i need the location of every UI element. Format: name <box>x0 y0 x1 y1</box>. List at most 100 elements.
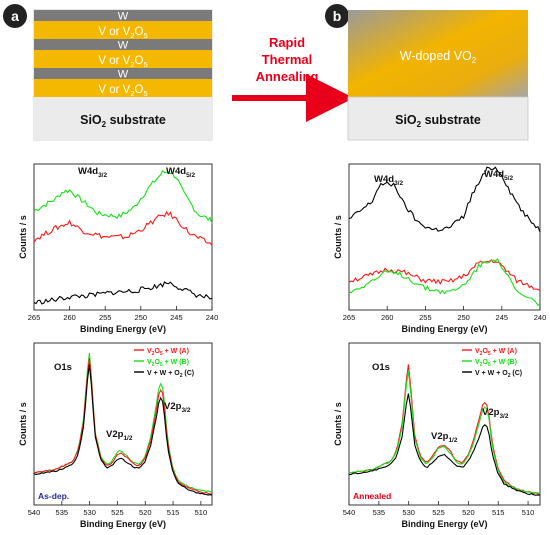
x-tick-label: 535 <box>373 508 386 517</box>
plot-frame <box>348 163 541 311</box>
xps-chart-a-top: 265 260 255 250 245 240 Binding Energy (eV) Cou… <box>18 163 219 334</box>
substrate <box>347 96 529 141</box>
x-tick-label: 520 <box>462 508 475 517</box>
metal-layer <box>34 79 212 97</box>
x-tick-label: 240 <box>206 313 219 322</box>
x-tick-label: 510 <box>195 508 208 517</box>
series-line-1 <box>34 357 213 495</box>
x-tick-label: 530 <box>83 508 96 517</box>
x-tick-label: 535 <box>56 508 69 517</box>
x-axis-label: Binding Energy (eV) <box>401 519 487 529</box>
legend-entry: V2O5 + W (A) <box>475 348 517 357</box>
x-tick-label: 265 <box>28 313 41 322</box>
svg-text:b: b <box>333 8 342 24</box>
x-tick-label: 245 <box>170 313 183 322</box>
x-tick-label: 245 <box>496 313 509 322</box>
series-line-2 <box>33 364 213 496</box>
layer-stack-diagram: W V or V2O5 W V or V2O5 W V or V2O5 SiO2… <box>33 9 213 141</box>
xps-chart-a-bottom: 540 535 530 525 520 515 510 Binding Energy (eV)… <box>18 342 213 529</box>
panel-b-badge: b <box>325 4 349 28</box>
peak-label: W4d5/2 <box>484 169 513 182</box>
x-tick-label: 260 <box>63 313 76 322</box>
condition-label: Annealed <box>353 491 391 501</box>
peak-label: V2p3/2 <box>164 401 191 414</box>
y-axis-label: Counts / s <box>18 402 28 446</box>
legend-entry: V2O5 + W (B) <box>147 359 189 368</box>
legend-entry: V2O5 + W (B) <box>475 359 517 368</box>
peak-label: V2p1/2 <box>431 431 458 444</box>
series-line-1 <box>33 210 213 246</box>
plot-frame <box>33 163 213 311</box>
annealed-stack-diagram: W-doped VO2 SiO2 substrate <box>347 10 529 141</box>
x-axis-label: Binding Energy (eV) <box>80 324 166 334</box>
process-label-line1: Rapid <box>269 35 305 50</box>
metal-layer-label: V or V2O5 <box>98 55 147 69</box>
peak-label: V2p3/2 <box>482 407 509 420</box>
x-tick-label: 520 <box>139 508 152 517</box>
series-line-0 <box>33 170 213 224</box>
x-axis-label: Binding Energy (eV) <box>80 519 166 529</box>
xps-chart-b-bottom: 540 535 530 525 520 515 510 Binding Energy (eV)… <box>333 342 541 529</box>
series-line-0 <box>348 166 541 233</box>
x-tick-label: 250 <box>457 313 470 322</box>
w-layer <box>34 10 212 21</box>
doped-film-label: W-doped VO2 <box>400 49 477 65</box>
xps-charts: 265 260 255 250 245 240 Binding Energy (eV) Cou… <box>18 163 547 529</box>
series-line-1 <box>348 259 541 292</box>
plot-frame <box>33 342 213 506</box>
substrate <box>34 97 212 140</box>
x-tick-label: 255 <box>99 313 112 322</box>
condition-label: As-dep. <box>38 491 69 501</box>
peak-label: W4d3/2 <box>78 166 107 179</box>
process-label-line2: Thermal <box>262 52 313 67</box>
x-tick-label: 540 <box>343 508 356 517</box>
process-label-line3: Annealing <box>256 69 319 84</box>
legend-entry: V + W + O2 (C) <box>147 370 194 379</box>
metal-layer-label: V or V2O5 <box>98 26 147 40</box>
xps-chart-b-top: 265 260 255 250 245 240 Binding Energy (eV) Cou… <box>333 163 547 334</box>
metal-layer <box>34 50 212 68</box>
plot-frame <box>348 342 541 506</box>
series-line-2 <box>348 393 541 496</box>
x-tick-label: 260 <box>381 313 394 322</box>
peak-label: W4d3/2 <box>374 174 403 187</box>
w-layer <box>34 39 212 50</box>
metal-layer <box>34 21 212 39</box>
x-tick-label: 515 <box>167 508 180 517</box>
substrate-label: SiO2 substrate <box>80 113 166 129</box>
y-axis-label: Counts / s <box>333 215 343 259</box>
substrate-label: SiO2 substrate <box>395 113 481 129</box>
peak-label: W4d5/2 <box>166 166 195 179</box>
legend-entry: V2O5 + W (A) <box>147 348 189 357</box>
metal-layer-label: V or V2O5 <box>98 84 147 98</box>
series-line-2 <box>33 281 213 305</box>
w-layer-label: W <box>118 11 129 23</box>
x-tick-label: 250 <box>135 313 148 322</box>
x-tick-label: 530 <box>402 508 415 517</box>
doped-film <box>348 10 528 97</box>
svg-text:a: a <box>11 8 19 24</box>
x-tick-label: 525 <box>432 508 445 517</box>
x-tick-label: 255 <box>419 313 432 322</box>
x-tick-label: 510 <box>522 508 535 517</box>
series-line-2 <box>348 258 541 307</box>
series-line-1 <box>348 371 541 495</box>
y-axis-label: Counts / s <box>333 402 343 446</box>
w-layer <box>34 68 212 79</box>
x-tick-label: 240 <box>534 313 547 322</box>
w-layer-label: W <box>118 40 129 52</box>
x-tick-label: 540 <box>28 508 41 517</box>
peak-label: V2p1/2 <box>106 429 133 442</box>
y-axis-label: Counts / s <box>18 215 28 259</box>
x-tick-label: 265 <box>343 313 356 322</box>
peak-label: O1s <box>54 362 72 373</box>
x-tick-label: 515 <box>492 508 505 517</box>
x-tick-label: 525 <box>111 508 124 517</box>
x-axis-label: Binding Energy (eV) <box>401 324 487 334</box>
peak-label: O1s <box>372 362 390 373</box>
panel-a-badge: a <box>3 4 27 28</box>
w-layer-label: W <box>118 69 129 81</box>
legend-entry: V + W + O2 (C) <box>475 370 522 379</box>
rta-process-arrow: Rapid Thermal Annealing <box>232 35 354 122</box>
